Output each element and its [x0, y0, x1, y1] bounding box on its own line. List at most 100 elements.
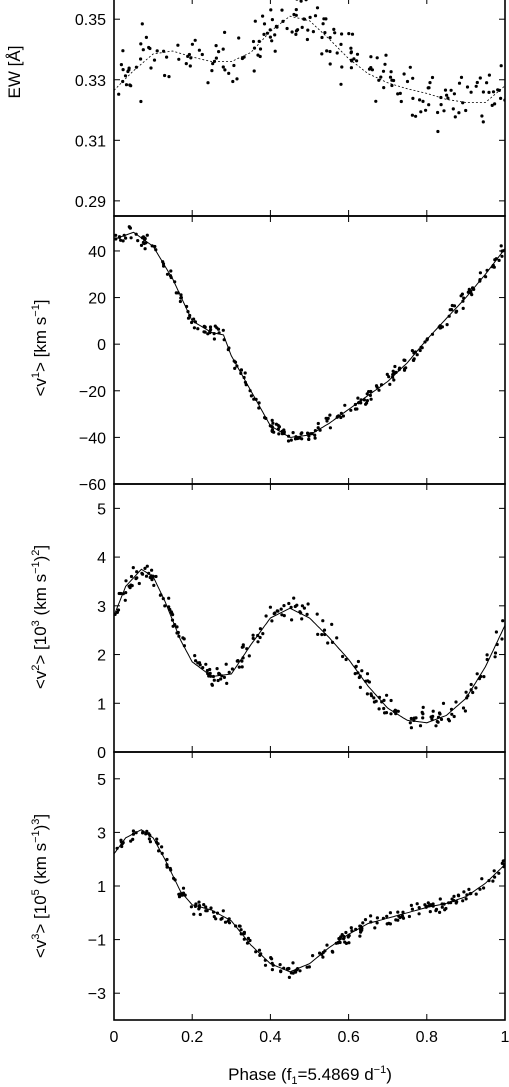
data-point [396, 92, 400, 96]
data-point [294, 32, 298, 37]
data-point [291, 961, 295, 965]
data-point [141, 240, 145, 245]
data-point [219, 917, 223, 921]
data-point [242, 55, 246, 59]
data-point [282, 430, 286, 434]
x-tick-label: 0 [110, 1029, 119, 1046]
data-point [136, 239, 140, 243]
data-point [392, 378, 396, 382]
data-point [344, 657, 348, 662]
data-point [123, 74, 128, 78]
data-point [137, 581, 141, 586]
data-point [369, 397, 373, 401]
data-point [273, 33, 277, 37]
data-point [148, 840, 152, 844]
data-point [239, 368, 243, 372]
data-point [461, 306, 465, 310]
data-point [377, 707, 381, 711]
data-point [150, 568, 154, 572]
data-point [363, 918, 368, 922]
y-tick-label: 0.33 [75, 73, 106, 90]
data-point [410, 907, 414, 911]
data-point [246, 936, 250, 941]
data-point [287, 601, 291, 606]
data-point [227, 71, 231, 75]
panel-ew: 0.29 0.31 0.33 0.35 [75, 0, 506, 217]
data-point [384, 711, 389, 715]
data-point [320, 35, 324, 40]
data-point [249, 394, 253, 398]
data-point [355, 59, 359, 63]
data-point [227, 670, 231, 675]
data-point [285, 26, 289, 31]
fit-curve [114, 15, 505, 103]
data-point [308, 15, 312, 19]
data-point [225, 681, 229, 686]
data-point [461, 706, 466, 710]
data-point [454, 700, 458, 704]
data-point [328, 36, 332, 40]
y-tick-label: 1 [97, 696, 106, 713]
data-point [237, 665, 241, 669]
data-point [214, 44, 218, 48]
data-point [502, 859, 505, 863]
data-point [320, 52, 324, 56]
data-point [169, 269, 173, 273]
data-point [148, 46, 152, 51]
data-point [208, 667, 212, 672]
data-point [428, 81, 432, 85]
data-point [492, 869, 496, 873]
data-point [215, 326, 219, 330]
data-point [279, 607, 283, 611]
data-point [326, 641, 330, 645]
data-point [268, 605, 272, 609]
data-point [130, 584, 134, 588]
data-point [452, 92, 456, 96]
data-point [321, 955, 325, 959]
data-point [124, 579, 128, 583]
data-point [119, 63, 123, 67]
data-point [343, 940, 347, 944]
data-point [420, 346, 424, 350]
data-point [221, 328, 225, 332]
data-point [131, 829, 135, 833]
x-tick-label: 0.6 [337, 1029, 359, 1046]
data-point [269, 8, 273, 12]
data-point [238, 924, 242, 928]
data-point [231, 79, 235, 84]
data-point [365, 392, 369, 396]
data-point [365, 692, 369, 696]
data-point [367, 680, 371, 684]
data-point [127, 584, 131, 588]
data-point [221, 47, 225, 51]
data-point [282, 604, 286, 608]
plot-frame [113, 215, 506, 485]
data-point [474, 84, 478, 88]
data-point [372, 696, 376, 700]
data-point [175, 625, 179, 629]
ew-y-axis-label: EW [Å] [5, 46, 24, 99]
x-tick-label: 0.2 [181, 1029, 203, 1046]
y-tick-label: 5 [97, 772, 106, 789]
y-tick-label: 20 [88, 291, 106, 308]
data-point [163, 604, 167, 608]
data-point [446, 96, 450, 100]
data-point [237, 36, 241, 40]
data-point [279, 970, 283, 974]
data-point [167, 596, 171, 600]
data-point [197, 48, 201, 52]
data-point [493, 651, 498, 655]
data-point [369, 55, 373, 59]
data-point [294, 29, 299, 33]
data-point [181, 886, 186, 890]
data-point [240, 645, 244, 649]
data-point [384, 53, 388, 57]
data-point [481, 120, 485, 124]
data-point [464, 108, 468, 113]
data-point [325, 49, 329, 53]
data-point [163, 73, 167, 78]
data-point [445, 93, 449, 97]
data-point [276, 609, 280, 613]
data-point [262, 32, 266, 37]
data-point [374, 384, 379, 388]
